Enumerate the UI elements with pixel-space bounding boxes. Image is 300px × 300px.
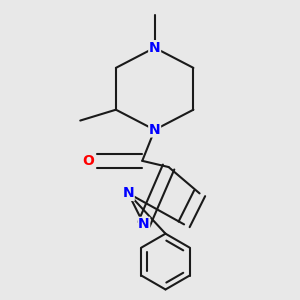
Text: O: O [82,154,94,168]
Text: N: N [149,123,161,137]
Text: N: N [149,41,161,55]
Text: N: N [122,186,134,200]
Text: N: N [138,218,150,231]
